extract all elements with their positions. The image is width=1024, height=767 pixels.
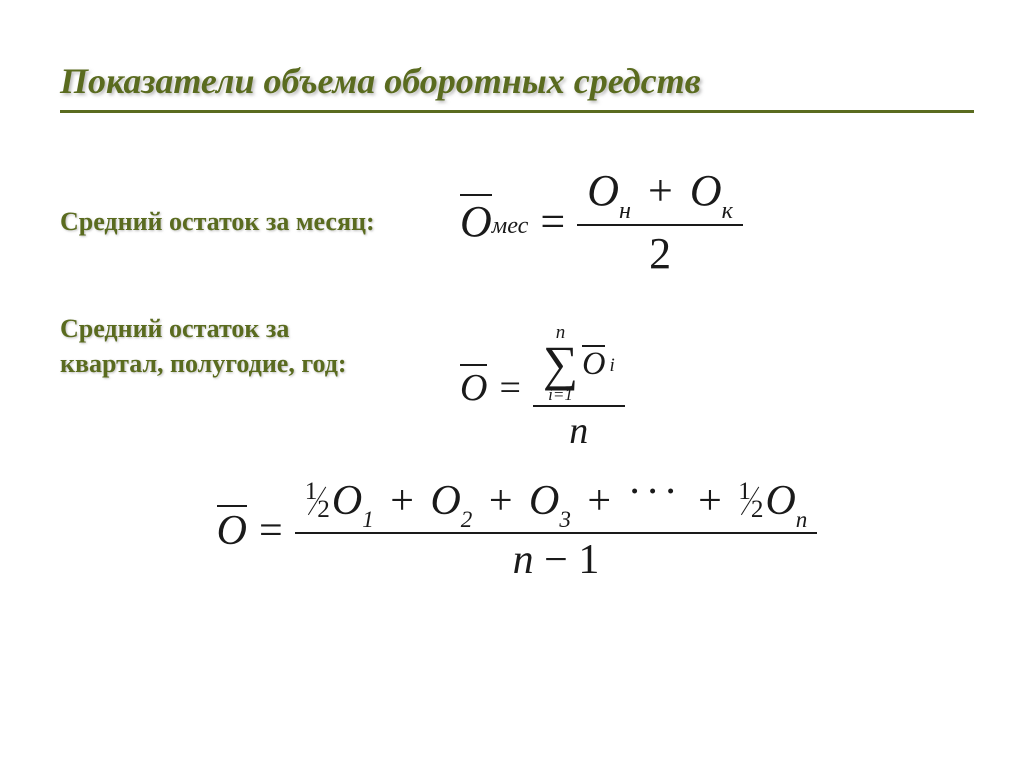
f3-o3: О — [529, 478, 559, 524]
formula-monthly: Омес = Он + Ок 2 — [460, 163, 743, 281]
f3-o1: О — [332, 478, 362, 524]
f1-lhs-var: О — [460, 197, 492, 246]
f1-num-v1: О — [587, 166, 619, 215]
f1-lhs-sub: мес — [492, 212, 529, 240]
row-period: Средний остаток за квартал, полугодие, г… — [60, 311, 974, 456]
label-monthly: Средний остаток за месяц: — [60, 204, 460, 239]
f3-lhs-var: О — [217, 508, 247, 554]
f1-den: 2 — [639, 226, 681, 281]
f3-on: О — [765, 478, 795, 524]
plus-sign: + — [648, 166, 673, 215]
f2-term-var: О — [582, 345, 605, 381]
f1-num-s2: к — [722, 197, 733, 224]
row-monthly: Средний остаток за месяц: Омес = Он + Ок… — [60, 163, 974, 281]
f2-den: n — [559, 407, 598, 455]
equals-sign: = — [259, 507, 283, 555]
label-period-l2: квартал, полугодие, год: — [60, 349, 347, 378]
sigma-icon: ∑ — [543, 342, 578, 386]
f1-num-v2: О — [690, 166, 722, 215]
ellipsis-icon: ··· — [628, 469, 682, 515]
sigma-block: n ∑ i=1 — [543, 323, 578, 404]
equals-sign: = — [499, 366, 520, 410]
formula-expanded: О = 12О1 + О2 + О3 + ··· + 12Оn n − — [217, 475, 818, 585]
plus-sign: + — [489, 478, 513, 524]
half-fraction: 12 — [305, 488, 330, 513]
equals-sign: = — [540, 196, 565, 247]
f3-o2: О — [430, 478, 460, 524]
label-period: Средний остаток за квартал, полугодие, г… — [60, 311, 420, 381]
f3-den-l: n — [513, 537, 534, 583]
plus-sign: + — [390, 478, 414, 524]
f1-num-s1: н — [619, 197, 631, 224]
sigma-lower: i=1 — [548, 386, 573, 403]
f2-term-sub: i — [609, 355, 614, 377]
slide-title: Показатели объема оборотных средств — [60, 60, 974, 113]
minus-sign: − — [544, 537, 568, 583]
f3-den-r: 1 — [578, 537, 599, 583]
f2-lhs-var: О — [460, 367, 487, 409]
half-fraction: 12 — [738, 488, 763, 513]
formula-period-sum: О = n ∑ i=1 Оi n — [460, 321, 625, 456]
plus-sign: + — [698, 478, 722, 524]
row-expanded: О = 12О1 + О2 + О3 + ··· + 12Оn n − — [60, 475, 974, 585]
label-period-l1: Средний остаток за — [60, 314, 289, 343]
plus-sign: + — [587, 478, 611, 524]
